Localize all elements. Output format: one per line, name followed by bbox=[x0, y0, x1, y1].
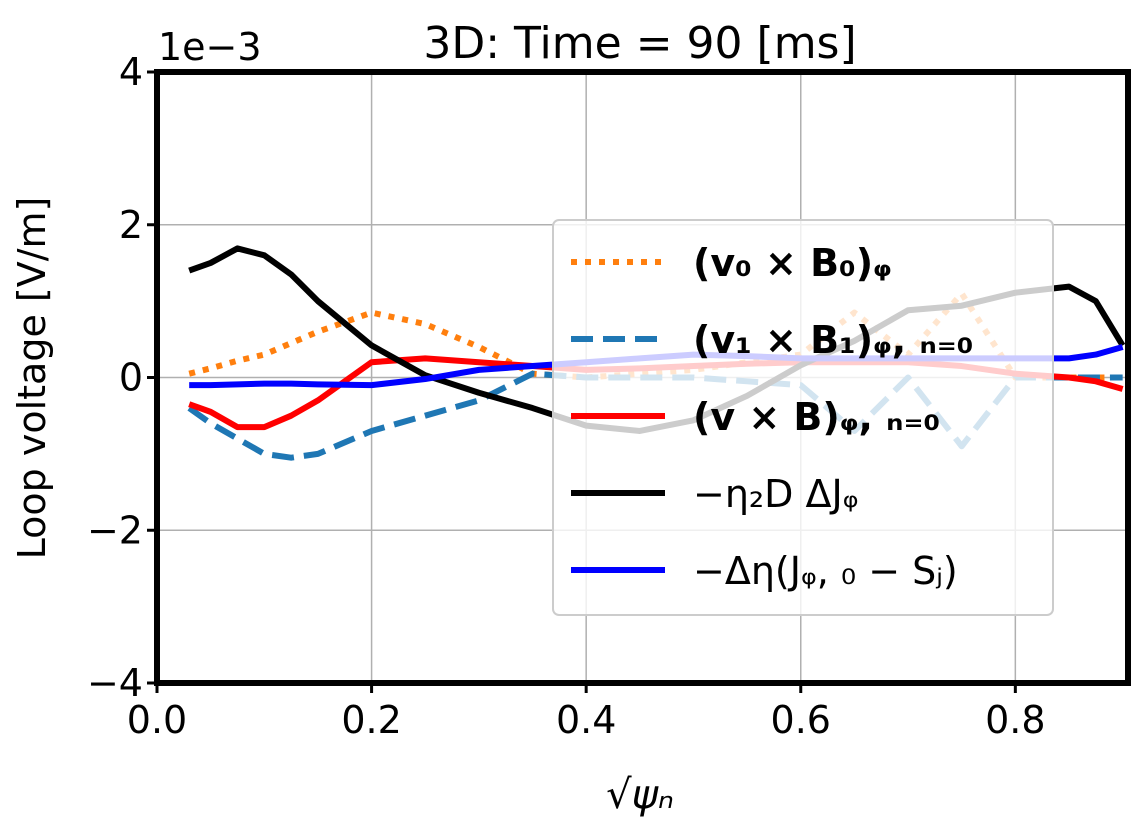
y-tick-label: 4 bbox=[119, 50, 143, 94]
x-tick-label: 0.2 bbox=[341, 698, 401, 742]
chart-title: 3D: Time = 90 [ms] bbox=[423, 18, 856, 69]
legend-label: −Δη(Jᵩ, ₀ − Sⱼ) bbox=[693, 549, 958, 593]
y-axis-label: Loop voltage [V/m] bbox=[10, 197, 54, 560]
plot-frame bbox=[154, 69, 1131, 686]
y-tick-label: −4 bbox=[87, 661, 143, 705]
x-tick-label: 0.8 bbox=[985, 698, 1045, 742]
legend-label: (v₀ × B₀)ᵩ bbox=[693, 241, 892, 285]
y-tick-label: −2 bbox=[87, 508, 143, 552]
legend-label: (v₁ × B₁)ᵩ, ₙ₌₀ bbox=[693, 318, 973, 362]
legend-box bbox=[552, 219, 1054, 616]
x-tick-label: 0.6 bbox=[771, 698, 831, 742]
legend-label: (v × B)ᵩ, ₙ₌₀ bbox=[693, 395, 940, 439]
y-offset-label: 1e−3 bbox=[158, 25, 262, 69]
y-tick-label: 2 bbox=[119, 203, 143, 247]
legend-label: −η₂D ΔJᵩ bbox=[693, 472, 859, 516]
y-tick-label: 0 bbox=[119, 356, 143, 400]
x-axis-label: √ψₙ bbox=[606, 772, 674, 818]
x-tick-label: 0.0 bbox=[127, 698, 187, 742]
x-tick-label: 0.4 bbox=[556, 698, 616, 742]
